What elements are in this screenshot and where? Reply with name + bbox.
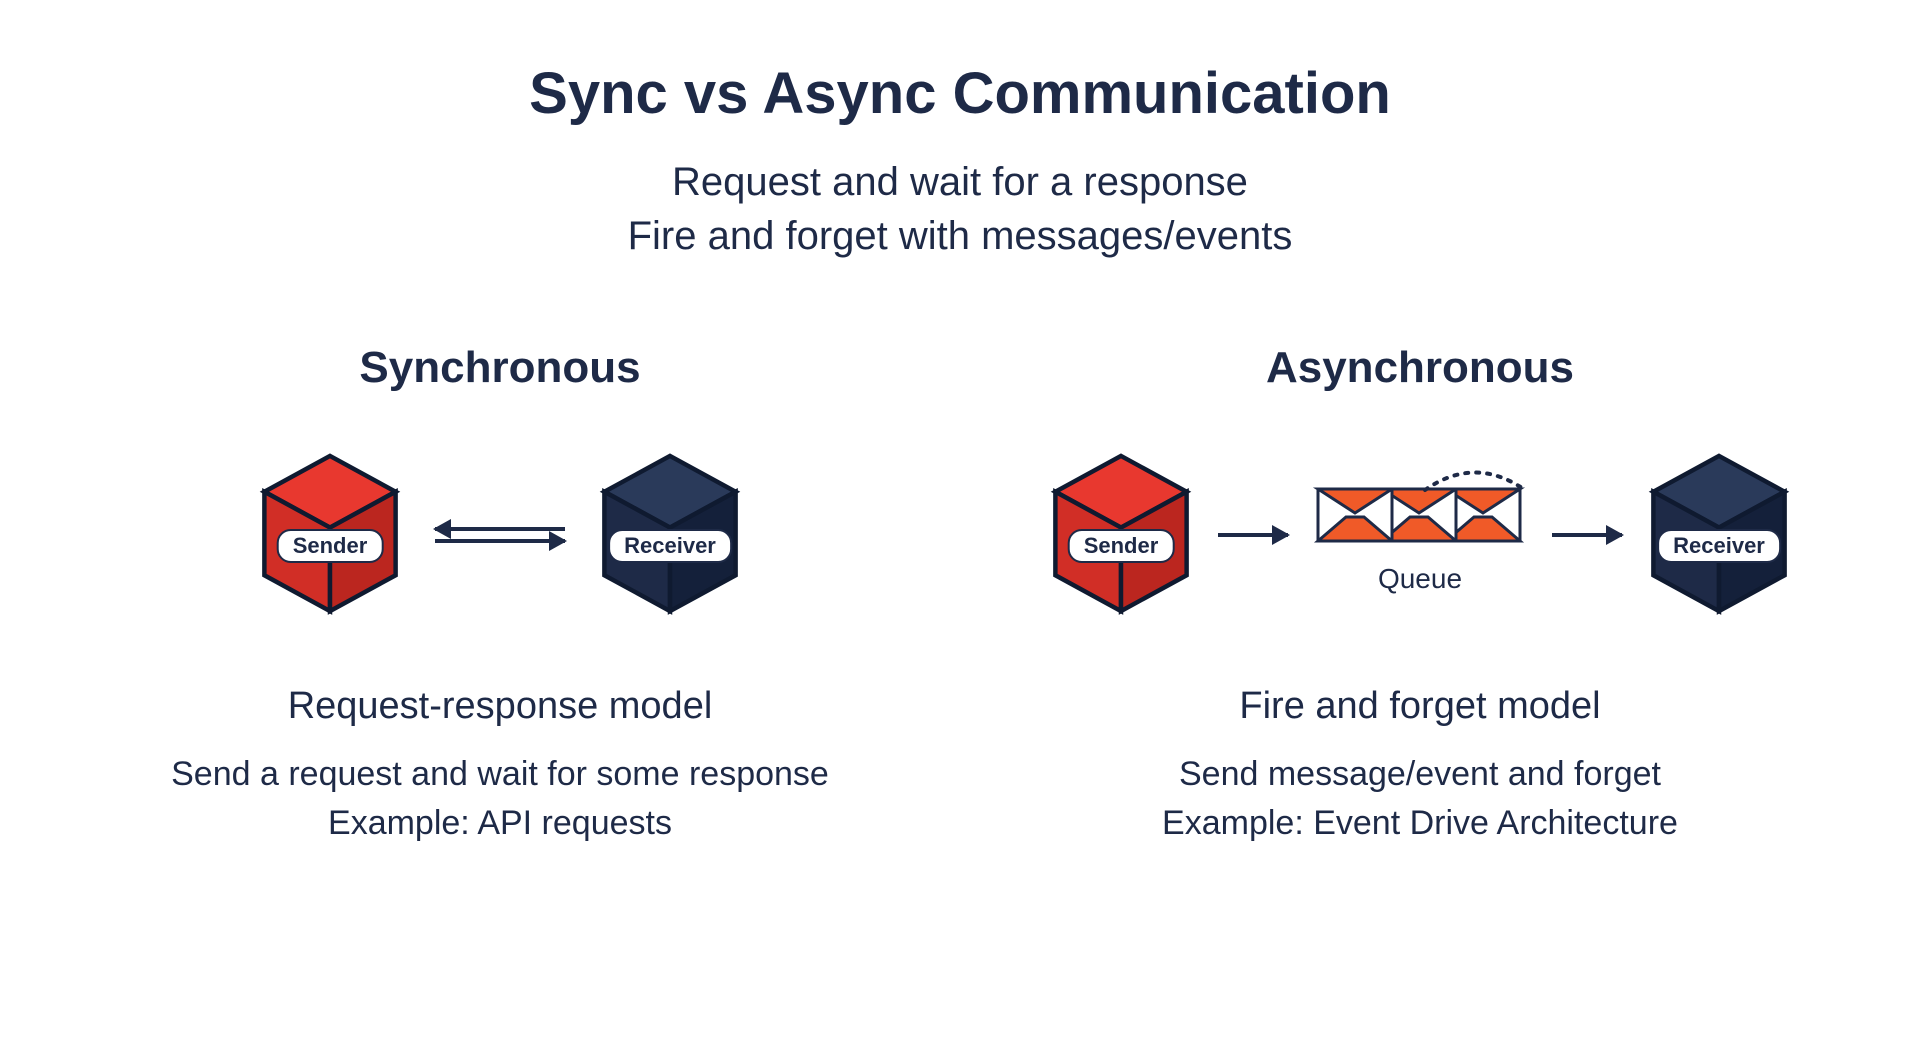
sync-sender-cube: Sender bbox=[255, 450, 405, 620]
sync-receiver-label: Receiver bbox=[608, 529, 732, 563]
envelopes-icon bbox=[1310, 475, 1530, 555]
sync-sender-label: Sender bbox=[277, 529, 384, 563]
arrow-right-icon bbox=[435, 539, 565, 543]
async-diagram: Sender bbox=[1046, 435, 1794, 635]
arrow-left-icon bbox=[435, 527, 565, 531]
sync-diagram: Sender Receiver bbox=[255, 435, 745, 635]
page: Sync vs Async Communication Request and … bbox=[0, 0, 1920, 1060]
columns: Synchronous Sender bbox=[60, 343, 1860, 849]
arrow-from-queue-icon bbox=[1552, 533, 1622, 537]
sync-receiver-cube: Receiver bbox=[595, 450, 745, 620]
async-title: Asynchronous bbox=[1266, 343, 1574, 393]
dotted-arc-icon bbox=[1420, 465, 1530, 495]
async-desc-line-2: Example: Event Drive Architecture bbox=[1162, 799, 1678, 848]
async-receiver-cube: Receiver bbox=[1644, 450, 1794, 620]
async-sender-cube: Sender bbox=[1046, 450, 1196, 620]
sync-arrows bbox=[435, 527, 565, 543]
sync-title: Synchronous bbox=[359, 343, 640, 393]
sync-desc-line-1: Send a request and wait for some respons… bbox=[171, 750, 829, 799]
queue: Queue bbox=[1310, 475, 1530, 595]
subtitle-line-1: Request and wait for a response bbox=[628, 155, 1293, 209]
async-model-desc: Send message/event and forget Example: E… bbox=[1162, 750, 1678, 849]
queue-label: Queue bbox=[1378, 563, 1462, 595]
subtitle-block: Request and wait for a response Fire and… bbox=[628, 155, 1293, 263]
sync-desc-line-2: Example: API requests bbox=[171, 799, 829, 848]
async-column: Asynchronous Sender bbox=[980, 343, 1860, 849]
subtitle-line-2: Fire and forget with messages/events bbox=[628, 209, 1293, 263]
arrow-to-queue-icon bbox=[1218, 533, 1288, 537]
async-model-title: Fire and forget model bbox=[1239, 685, 1600, 728]
sync-model-title: Request-response model bbox=[288, 685, 713, 728]
async-desc-line-1: Send message/event and forget bbox=[1162, 750, 1678, 799]
sync-column: Synchronous Sender bbox=[60, 343, 940, 849]
async-receiver-label: Receiver bbox=[1657, 529, 1781, 563]
sync-model-desc: Send a request and wait for some respons… bbox=[171, 750, 829, 849]
main-title: Sync vs Async Communication bbox=[529, 60, 1391, 127]
async-sender-label: Sender bbox=[1068, 529, 1175, 563]
